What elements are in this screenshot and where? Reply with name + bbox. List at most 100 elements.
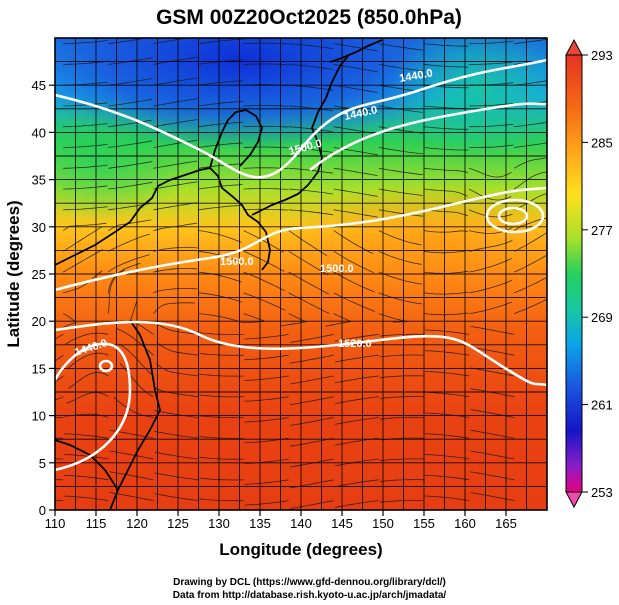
streamline	[153, 246, 198, 252]
streamline	[67, 352, 109, 369]
streamline	[198, 142, 243, 148]
contour-label: 1440.0	[398, 67, 433, 85]
height-contours	[55, 58, 547, 472]
streamline	[469, 240, 513, 252]
streamline	[64, 454, 109, 460]
y-tick-label: 5	[39, 456, 46, 471]
colorbar-tick-label: 261	[591, 398, 613, 413]
kuril-coast	[329, 39, 383, 63]
streamline	[470, 409, 515, 418]
streamline	[244, 500, 289, 506]
streamline	[470, 429, 515, 439]
streamline	[514, 276, 547, 294]
streamline	[290, 334, 334, 343]
streamline	[470, 471, 515, 481]
streamline	[288, 126, 333, 133]
streamline	[55, 396, 64, 401]
streamline	[378, 147, 423, 155]
streamline	[108, 140, 153, 148]
streamline	[244, 417, 289, 423]
streamline	[469, 279, 513, 294]
streamline	[154, 451, 199, 460]
streamline	[333, 105, 378, 114]
map-plot-area: 1440.0 1440.0 1500.0 1500.0 1500.0 1520.…	[55, 38, 547, 510]
streamline	[244, 354, 289, 361]
streamline	[280, 313, 308, 327]
streamline	[379, 458, 425, 462]
streamline	[288, 64, 333, 70]
streamline	[65, 332, 109, 345]
colorbar-tick-label: 293	[591, 48, 613, 63]
taiwan-coast	[261, 231, 271, 271]
streamline	[244, 375, 289, 381]
streamline	[514, 193, 547, 211]
streamline	[153, 38, 190, 45]
korea-coast	[209, 109, 263, 169]
streamline	[153, 77, 198, 86]
streamline	[514, 157, 547, 169]
streamline	[423, 250, 469, 254]
streamline	[469, 258, 512, 273]
streamline	[154, 493, 199, 501]
y-tick-label: 20	[32, 314, 46, 329]
credit-data: Data from http://database.rish.kyoto-u.a…	[172, 590, 447, 601]
y-tick-label: 10	[32, 409, 46, 424]
streamline	[153, 139, 198, 148]
streamline	[153, 119, 198, 128]
streamline	[290, 396, 334, 406]
y-tick-label: 0	[39, 503, 46, 518]
streamline	[199, 436, 244, 439]
streamline	[424, 329, 470, 335]
streamline	[63, 185, 108, 190]
streamline	[198, 271, 242, 283]
streamline	[333, 250, 375, 274]
colorbar: 293 285 277 269 261 253	[565, 38, 613, 509]
streamline	[108, 98, 153, 107]
typhoon-center	[98, 359, 114, 373]
streamline	[63, 144, 108, 148]
streamline	[198, 313, 243, 323]
streamline	[424, 350, 470, 356]
streamline	[424, 412, 470, 418]
coastlines	[55, 39, 383, 510]
y-tick-label: 15	[32, 361, 46, 376]
streamline	[198, 292, 243, 303]
streamline	[154, 387, 199, 398]
streamline	[243, 292, 286, 311]
x-tick-label: 145	[331, 516, 353, 531]
streamline	[153, 302, 195, 314]
streamline	[109, 450, 154, 460]
streamline	[514, 80, 547, 86]
streamline	[514, 298, 547, 314]
streamline	[64, 433, 109, 439]
streamline	[243, 271, 285, 292]
colorbar-tick-label: 253	[591, 485, 613, 500]
streamline	[288, 292, 330, 314]
streamline	[153, 288, 198, 294]
mid-latitude-band	[55, 100, 190, 220]
streamline	[513, 171, 547, 190]
streamline	[379, 416, 425, 420]
streamline	[333, 271, 375, 293]
streamline	[423, 312, 469, 316]
streamline	[423, 43, 469, 47]
credit-drawing: Drawing by DCL (https://www.gfd-dennou.o…	[173, 577, 446, 588]
contour-1500	[55, 186, 547, 292]
streamline	[288, 43, 333, 49]
streamline	[198, 230, 242, 243]
contour-label: 1500.0	[220, 256, 254, 268]
streamline	[55, 313, 77, 332]
y-tick-label: 40	[32, 125, 46, 140]
streamline	[108, 119, 153, 128]
streamline	[423, 270, 469, 274]
streamline	[378, 209, 423, 217]
streamline	[470, 492, 515, 501]
streamline	[333, 167, 378, 176]
streamline	[378, 292, 423, 305]
streamline	[153, 56, 198, 65]
streamline	[378, 43, 423, 51]
streamline	[290, 500, 334, 509]
streamline	[379, 375, 425, 379]
colorbar-ticks: 293 285 277 269 261 253	[582, 48, 613, 500]
